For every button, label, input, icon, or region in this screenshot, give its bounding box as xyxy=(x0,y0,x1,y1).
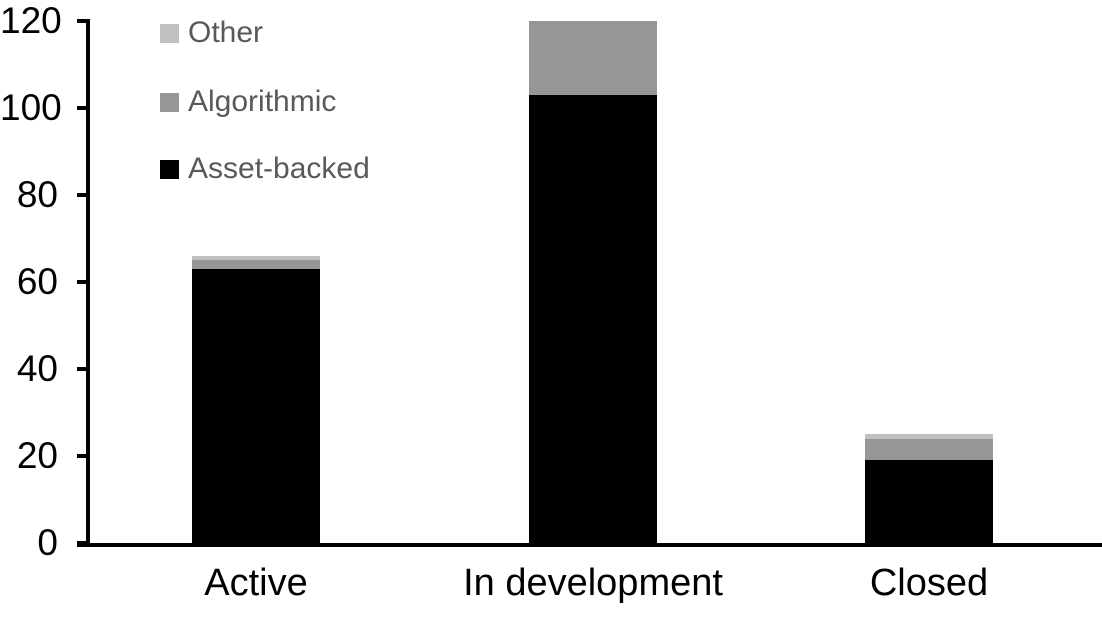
legend-swatch-other-icon xyxy=(160,23,179,43)
y-tick-label: 80 xyxy=(16,174,58,215)
bar-segment-asset-backed-active xyxy=(192,268,320,543)
y-tick-mark xyxy=(77,280,90,284)
x-category-label: Active xyxy=(204,562,308,604)
x-category-label: Closed xyxy=(869,562,989,604)
y-tick-mark xyxy=(77,193,90,197)
bar-segment-asset-backed-in-development xyxy=(529,94,657,543)
bar-segment-asset-backed-closed xyxy=(865,460,993,543)
y-tick-label: 0 xyxy=(37,522,58,563)
y-tick-mark xyxy=(77,541,90,545)
bar-segment-algorithmic-in-development xyxy=(529,21,657,95)
legend-label: Other xyxy=(188,16,264,49)
legend-label: Asset-backed xyxy=(188,152,370,185)
y-axis-line xyxy=(86,21,90,547)
legend-item-other: Other xyxy=(160,15,263,51)
y-tick-label: 40 xyxy=(16,348,58,389)
y-tick-label: 20 xyxy=(16,435,58,476)
legend-swatch-algorithmic-icon xyxy=(160,92,179,112)
x-axis-line xyxy=(77,543,1102,547)
bar-segment-other-closed xyxy=(865,434,993,439)
y-tick-label: 120 xyxy=(0,0,62,41)
bar-segment-algorithmic-active xyxy=(192,260,320,269)
bar-segment-other-active xyxy=(192,255,320,261)
y-tick-mark xyxy=(77,454,90,458)
y-tick-label: 100 xyxy=(0,87,62,128)
y-tick-mark xyxy=(77,19,90,23)
y-tick-mark xyxy=(77,106,90,110)
y-tick-label: 60 xyxy=(16,261,58,302)
legend-item-asset-backed: Asset-backed xyxy=(160,151,370,187)
legend-item-algorithmic: Algorithmic xyxy=(160,84,336,120)
bar-segment-algorithmic-closed xyxy=(865,438,993,461)
legend-label: Algorithmic xyxy=(188,85,337,118)
x-category-label: In development xyxy=(463,562,723,604)
y-tick-mark xyxy=(77,367,90,371)
legend-swatch-asset-backed-icon xyxy=(160,159,179,179)
